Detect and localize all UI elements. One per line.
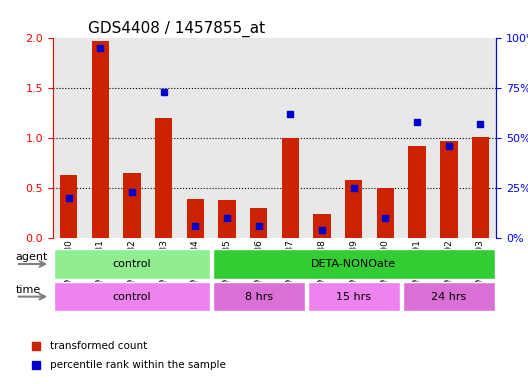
Bar [345, 180, 362, 238]
Text: DETA-NONOate: DETA-NONOate [311, 259, 397, 269]
Text: time: time [16, 285, 41, 295]
Text: control: control [112, 259, 152, 269]
Bar [282, 138, 299, 238]
Bar [472, 137, 489, 238]
Bar [155, 118, 172, 238]
Bar [92, 41, 109, 238]
Text: control: control [112, 291, 152, 302]
Bar [124, 173, 140, 238]
FancyBboxPatch shape [308, 282, 400, 311]
Text: agent: agent [16, 252, 48, 263]
Text: 15 hrs: 15 hrs [336, 291, 371, 302]
Text: percentile rank within the sample: percentile rank within the sample [50, 360, 226, 370]
Text: 24 hrs: 24 hrs [431, 291, 466, 302]
Text: 8 hrs: 8 hrs [244, 291, 273, 302]
Bar [313, 214, 331, 238]
Text: GDS4408 / 1457855_at: GDS4408 / 1457855_at [88, 21, 266, 37]
Text: transformed count: transformed count [50, 341, 147, 351]
Bar [250, 208, 267, 238]
FancyBboxPatch shape [403, 282, 495, 311]
FancyBboxPatch shape [213, 249, 495, 279]
Bar [60, 175, 78, 238]
FancyBboxPatch shape [54, 249, 210, 279]
Bar [409, 146, 426, 238]
Bar [376, 188, 394, 238]
FancyBboxPatch shape [54, 282, 210, 311]
Bar [187, 199, 204, 238]
FancyBboxPatch shape [213, 282, 305, 311]
Bar [440, 141, 457, 238]
Bar [219, 200, 235, 238]
